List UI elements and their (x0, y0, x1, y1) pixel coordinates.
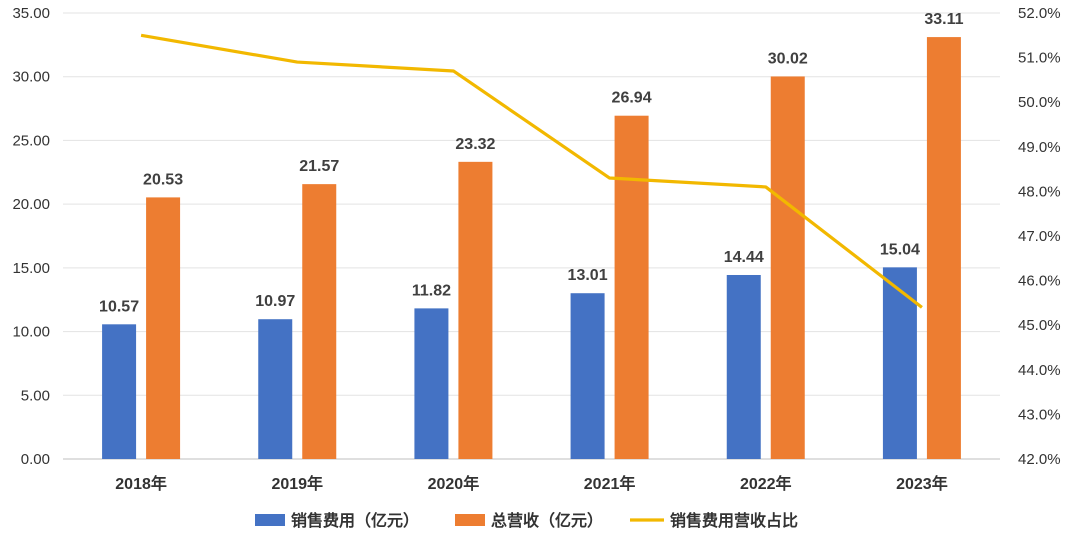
data-label: 11.82 (412, 282, 451, 299)
legend-label: 总营收（亿元） (491, 511, 603, 530)
data-label: 14.44 (724, 249, 764, 266)
bar-revenue (458, 161, 493, 459)
y-left-tick-label: 30.00 (12, 69, 50, 86)
bar-sales-expense (726, 274, 761, 459)
x-tick-label: 2021年 (584, 474, 636, 493)
y-right-tick-label: 51.0% (1018, 50, 1061, 67)
x-tick-label: 2020年 (428, 474, 480, 493)
bar-revenue (302, 184, 337, 459)
line-sales-expense-ratio (140, 33, 923, 309)
bar-sales-expense (258, 319, 293, 459)
x-tick-label: 2023年 (896, 474, 948, 493)
x-tick-label: 2022年 (740, 474, 792, 493)
data-label: 10.57 (99, 298, 139, 315)
bar-revenue (614, 115, 649, 459)
y-right-tick-label: 47.0% (1018, 228, 1061, 245)
bar-revenue (926, 37, 961, 460)
bar-sales-expense (570, 293, 605, 459)
x-tick-label: 2019年 (271, 474, 323, 493)
bar-revenue (770, 76, 805, 460)
y-left-tick-label: 0.00 (21, 451, 50, 468)
data-label: 10.97 (255, 293, 295, 310)
data-label: 20.53 (143, 171, 183, 188)
legend-swatch (255, 514, 285, 526)
y-left-tick-label: 5.00 (21, 387, 50, 404)
y-right-tick-label: 42.0% (1018, 451, 1061, 468)
y-right-tick-label: 48.0% (1018, 183, 1061, 200)
y-left-tick-label: 15.00 (12, 260, 50, 277)
data-label: 13.01 (568, 267, 608, 284)
bar-sales-expense (882, 267, 917, 459)
y-left-tick-label: 10.00 (12, 324, 50, 341)
data-label: 33.11 (924, 11, 963, 28)
data-label: 30.02 (768, 50, 808, 67)
data-label: 15.04 (880, 241, 920, 258)
y-right-tick-label: 50.0% (1018, 94, 1061, 111)
data-label: 23.32 (455, 136, 495, 153)
y-left-tick-label: 35.00 (12, 5, 50, 22)
bar-sales-expense (414, 308, 449, 459)
y-left-tick-label: 20.00 (12, 196, 50, 213)
data-label: 21.57 (299, 158, 339, 175)
y-right-tick-label: 46.0% (1018, 273, 1061, 290)
y-right-tick-label: 43.0% (1018, 406, 1061, 423)
legend-label: 销售费用（亿元） (291, 511, 419, 530)
legend-label: 销售费用营收占比 (670, 511, 798, 530)
y-left-tick-label: 25.00 (12, 132, 50, 149)
y-right-tick-label: 44.0% (1018, 362, 1061, 379)
bar-revenue (146, 197, 181, 459)
y-right-tick-label: 49.0% (1018, 139, 1061, 156)
data-label: 26.94 (612, 90, 652, 107)
y-right-tick-label: 52.0% (1018, 5, 1061, 22)
bar-sales-expense (102, 324, 137, 459)
x-tick-label: 2018年 (115, 474, 167, 493)
legend-swatch (455, 514, 485, 526)
y-right-tick-label: 45.0% (1018, 317, 1061, 334)
